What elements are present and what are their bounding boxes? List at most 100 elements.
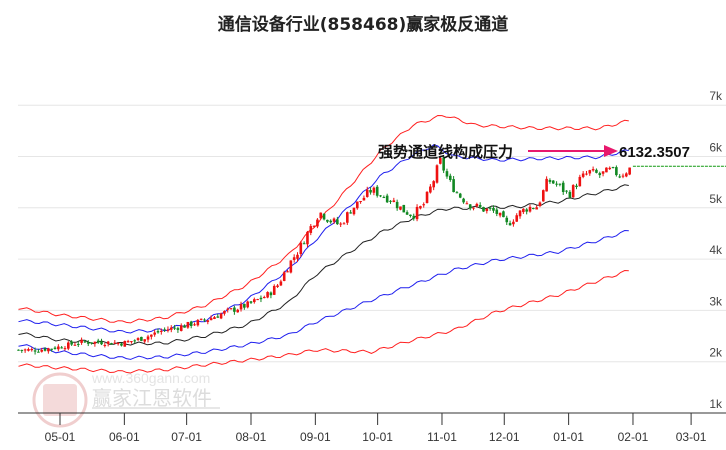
candle-down <box>379 195 382 197</box>
candle-up <box>130 341 133 343</box>
candle-down <box>611 167 615 169</box>
candle-down <box>60 347 63 349</box>
candle-up <box>571 185 575 198</box>
candle-down <box>302 243 306 245</box>
candle-up <box>309 226 313 233</box>
candle-down <box>555 183 558 185</box>
candle-down <box>369 189 372 193</box>
candle-up <box>126 341 130 343</box>
candle-up <box>485 208 489 212</box>
candle-up <box>103 344 107 346</box>
candle-up <box>266 292 269 298</box>
candle-up <box>292 257 296 260</box>
candle-down <box>445 171 449 177</box>
candle-down <box>565 190 568 192</box>
candle-down <box>532 208 535 210</box>
candle-down <box>525 209 528 212</box>
candle-up <box>372 187 376 193</box>
candle-up <box>253 299 256 303</box>
candle-down <box>448 175 452 180</box>
candle-down <box>455 192 459 194</box>
candle-up <box>193 324 196 326</box>
y-tick-label: 6k <box>709 141 723 155</box>
candle-up <box>332 218 336 222</box>
candle-down <box>375 186 379 196</box>
candle-down <box>176 328 180 330</box>
candle-down <box>189 321 193 326</box>
candle-down <box>488 207 492 209</box>
y-tick-label: 3k <box>709 294 723 308</box>
candle-up <box>312 225 316 227</box>
x-tick-label: 07-01 <box>171 430 202 444</box>
candle-up <box>608 167 612 170</box>
watermark-url: www.360gann.com <box>91 370 210 386</box>
candle-down <box>482 206 485 212</box>
candle-up <box>239 304 243 310</box>
candle-up <box>538 202 542 206</box>
candle-down <box>478 205 482 207</box>
candle-down <box>548 180 552 182</box>
candle-up <box>282 272 286 281</box>
candle-down <box>458 193 462 198</box>
candle-up <box>465 203 469 205</box>
grid-lines <box>18 104 726 363</box>
candle-up <box>422 204 426 206</box>
candle-up <box>272 285 276 295</box>
candle-up <box>365 189 369 197</box>
x-tick-label: 08-01 <box>236 430 267 444</box>
candle-down <box>329 220 333 223</box>
candle-down <box>243 303 246 308</box>
candle-up <box>116 343 120 345</box>
watermark-brand: 赢家江恩软件 <box>92 386 212 410</box>
candle-down <box>163 329 166 331</box>
pressure-annotation: 强势通道线构成压力 6132.3507 <box>378 143 690 161</box>
x-tick-label: 09-01 <box>300 430 331 444</box>
candle-down <box>83 341 87 343</box>
candlesticks <box>17 155 631 355</box>
candle-up <box>319 212 323 219</box>
candle-down <box>618 176 621 178</box>
series-line-middle <box>18 184 629 346</box>
candle-down <box>50 348 53 350</box>
candle-down <box>551 180 555 184</box>
candle-down <box>402 204 406 213</box>
candle-up <box>512 221 515 225</box>
candle-down <box>595 169 598 173</box>
candle-down <box>203 319 206 321</box>
annotation-text: 强势通道线构成压力 <box>378 143 513 161</box>
candle-up <box>196 320 200 326</box>
candle-up <box>439 158 442 164</box>
candle-up <box>339 223 342 225</box>
candle-up <box>605 167 608 173</box>
candle-up <box>429 186 432 193</box>
candle-up <box>342 223 346 225</box>
candle-down <box>615 167 618 176</box>
candle-up <box>30 349 34 351</box>
candle-down <box>495 209 499 214</box>
candle-up <box>415 206 419 220</box>
candle-up <box>219 313 223 319</box>
candle-up <box>472 207 475 209</box>
candle-up <box>47 348 50 352</box>
candle-up <box>256 299 259 301</box>
candle-up <box>206 320 210 322</box>
candle-up <box>223 311 226 314</box>
candle-down <box>395 201 399 209</box>
candle-up <box>425 191 429 203</box>
candle-up <box>229 308 233 310</box>
candle-up <box>588 170 592 174</box>
x-tick-label: 06-01 <box>109 430 140 444</box>
candle-down <box>452 179 455 193</box>
candle-down <box>409 214 412 217</box>
candle-up <box>209 318 213 321</box>
candle-down <box>508 223 512 226</box>
candle-down <box>385 195 389 203</box>
candle-down <box>140 336 143 341</box>
candle-up <box>498 212 502 216</box>
candle-down <box>561 182 565 192</box>
candle-down <box>249 301 253 303</box>
candle-up <box>150 334 153 337</box>
y-tick-label: 2k <box>709 346 723 360</box>
candle-down <box>70 341 73 345</box>
y-tick-label: 4k <box>709 243 723 257</box>
